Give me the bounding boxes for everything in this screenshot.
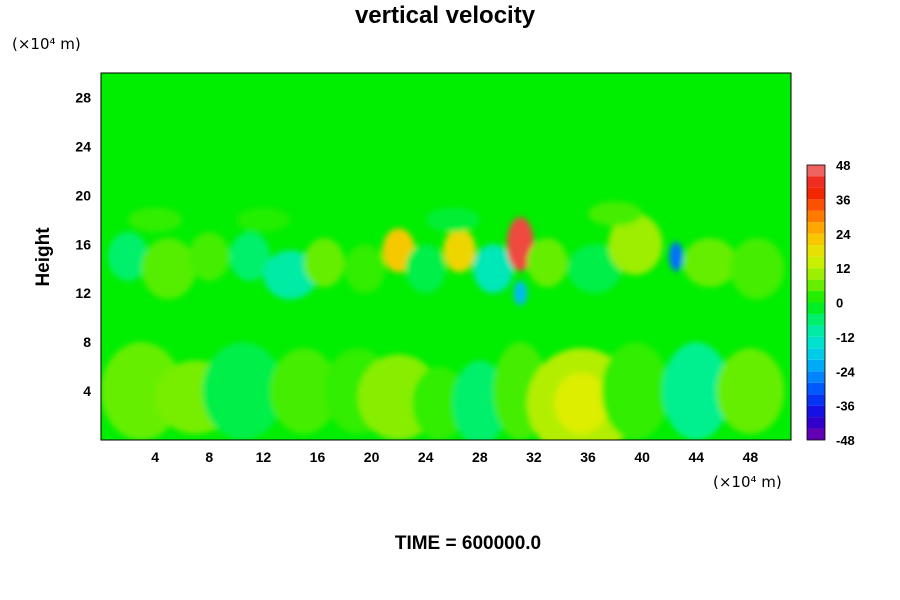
colorbar-band-19 (807, 210, 825, 223)
x-tick-40: 40 (634, 449, 650, 465)
y-tick-24: 24 (75, 138, 91, 154)
field-anomaly-14 (107, 232, 149, 281)
colorbar-band-4 (807, 382, 825, 395)
x-tick-28: 28 (472, 449, 488, 465)
field-anomaly-27 (527, 238, 568, 288)
colorbar-band-21 (807, 187, 825, 200)
field-anomaly-35 (425, 207, 480, 233)
field-anomaly-34 (236, 207, 291, 233)
colorbar-band-3 (807, 394, 825, 406)
colorbar-tick-2: 24 (836, 227, 851, 242)
colorbar-tick-1: 36 (836, 192, 850, 207)
x-tick-24: 24 (418, 449, 434, 465)
y-tick-8: 8 (83, 334, 91, 350)
colorbar-band-23 (807, 165, 825, 177)
field-anomaly-7 (452, 360, 507, 440)
colorbar-band-2 (807, 405, 825, 418)
colorbar-frame (806, 164, 826, 441)
colorbar (806, 164, 826, 441)
colorbar-tick-labels: 48 36 24 12 0 -12 -24 -36 -48 (836, 158, 856, 448)
field-anomaly-25 (506, 217, 534, 272)
colorbar-tick-0: 48 (836, 158, 850, 173)
field-anomaly-28 (567, 244, 622, 294)
colorbar-band-11 (807, 302, 825, 314)
y-tick-4: 4 (83, 383, 91, 399)
y-tick-16: 16 (75, 236, 91, 252)
field-anomaly-17 (229, 232, 271, 281)
colorbar-tick-6: -24 (836, 364, 856, 379)
colorbar-band-15 (807, 256, 825, 269)
x-tick-20: 20 (364, 449, 380, 465)
field-anomaly-12 (662, 342, 731, 440)
field-anomaly-26 (513, 280, 528, 306)
x-tick-labels: 4 8 12 16 20 24 28 32 36 40 44 48 (151, 449, 758, 465)
field-anomaly-32 (730, 238, 785, 300)
y-unit-label: (×10⁴ m) (12, 35, 81, 53)
field-anomaly-33 (128, 207, 183, 233)
field-anomaly-19 (303, 238, 345, 288)
chart-title: vertical velocity (355, 2, 536, 29)
field-anomaly-36 (588, 201, 643, 226)
field-anomaly-31 (682, 238, 737, 288)
field-anomaly-16 (188, 232, 230, 281)
colorbar-band-17 (807, 233, 825, 246)
field-anomaly-24 (473, 244, 514, 294)
colorbar-band-22 (807, 176, 825, 188)
colorbar-tick-8: -48 (836, 433, 855, 448)
colorbar-band-13 (807, 279, 825, 292)
colorbar-band-18 (807, 222, 825, 234)
colorbar-band-10 (807, 313, 825, 326)
field-anomaly-11 (601, 342, 670, 440)
time-label: TIME = 600000.0 (395, 533, 541, 554)
colorbar-band-5 (807, 371, 825, 383)
x-tick-48: 48 (743, 449, 759, 465)
x-tick-36: 36 (580, 449, 596, 465)
y-tick-12: 12 (75, 285, 91, 301)
colorbar-band-14 (807, 268, 825, 280)
y-tick-labels: 4 8 12 16 20 24 28 (75, 89, 91, 399)
colorbar-tick-4: 0 (836, 296, 843, 311)
colorbar-band-7 (807, 348, 825, 360)
y-tick-28: 28 (75, 89, 91, 105)
colorbar-tick-5: -12 (836, 330, 855, 345)
colorbar-band-6 (807, 359, 825, 372)
x-unit-label: (×10⁴ m) (713, 473, 782, 491)
x-tick-4: 4 (151, 449, 159, 465)
y-axis-label: Height (33, 227, 54, 287)
x-tick-8: 8 (205, 449, 213, 465)
colorbar-band-9 (807, 325, 825, 337)
field-anomaly-10 (554, 372, 609, 434)
field-anomaly-23 (443, 228, 476, 273)
field-anomaly-2 (202, 342, 284, 440)
field-anomaly-20 (344, 244, 386, 294)
field-anomaly-29 (608, 213, 663, 275)
field-anomaly-15 (141, 238, 196, 300)
colorbar-tick-3: 12 (836, 261, 850, 276)
colorbar-band-0 (807, 428, 825, 440)
x-tick-32: 32 (526, 449, 542, 465)
colorbar-band-1 (807, 417, 825, 429)
field-anomaly-22 (405, 244, 446, 294)
colorbar-band-16 (807, 245, 825, 257)
velocity-field (101, 73, 791, 440)
x-tick-44: 44 (689, 449, 705, 465)
field-anomaly-6 (412, 366, 467, 440)
field-anomaly-3 (270, 348, 338, 434)
colorbar-band-12 (807, 291, 825, 303)
y-tick-20: 20 (75, 187, 91, 203)
plot-frame (100, 72, 792, 441)
colorbar-tick-7: -36 (836, 399, 855, 414)
x-tick-12: 12 (256, 449, 272, 465)
field-anomaly-30 (669, 241, 683, 272)
colorbar-band-8 (807, 336, 825, 349)
colorbar-band-20 (807, 199, 825, 211)
field-anomaly-13 (716, 348, 785, 434)
x-tick-16: 16 (310, 449, 326, 465)
